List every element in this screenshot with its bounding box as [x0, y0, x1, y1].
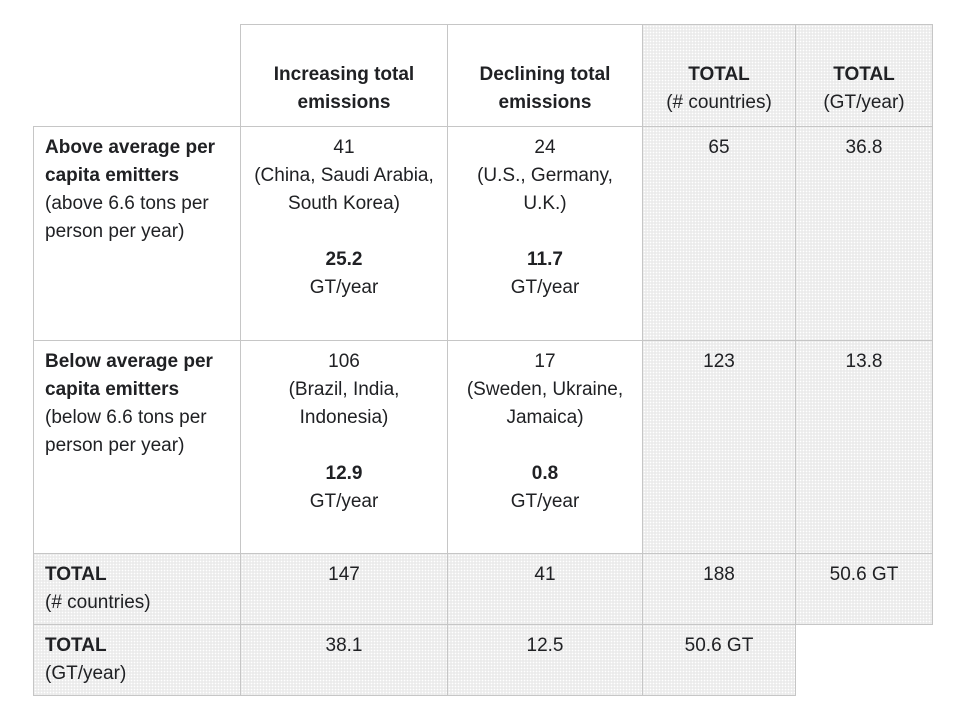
example-countries: (Sweden, Ukraine, Jamaica): [466, 379, 624, 428]
bottom-right-empty: [795, 624, 933, 696]
row-below-label: Below average per capita emitters (below…: [33, 340, 241, 554]
count-value: 17: [534, 351, 556, 372]
header-total-countries-sub: (# countries): [666, 92, 772, 113]
cell-above-total-countries: 65: [642, 126, 796, 341]
row-above-average: Above average per capita emitters (above…: [33, 126, 933, 341]
cell-below-declining: 17 (Sweden, Ukraine, Jamaica) 0.8 GT/yea…: [447, 340, 643, 554]
gt-unit: GT/year: [510, 277, 580, 298]
example-countries: (U.S., Germany, U.K.): [477, 165, 613, 214]
header-total-countries-main: TOTAL: [688, 64, 750, 85]
row-total-countries-label: TOTAL (# countries): [33, 553, 241, 625]
header-total-gt-main: TOTAL: [833, 64, 895, 85]
row-total-countries: TOTAL (# countries) 147 41 188 50.6 GT: [33, 553, 933, 625]
cell-totalrow-total-gt: 50.6 GT: [795, 553, 933, 625]
example-countries: (China, Saudi Arabia, South Korea): [254, 165, 434, 214]
cell-totalrow-increasing: 147: [240, 553, 448, 625]
blank-line: [459, 218, 631, 246]
row-total-gt: TOTAL (GT/year) 38.1 12.5 50.6 GT: [33, 624, 933, 696]
count-value: 106: [328, 351, 360, 372]
blank-line: [252, 218, 436, 246]
cell-above-declining: 24 (U.S., Germany, U.K.) 11.7 GT/year: [447, 126, 643, 341]
cell-above-total-gt: 36.8: [795, 126, 933, 341]
gt-value: 12.9: [325, 463, 363, 484]
cell-gtrow-increasing: 38.1: [240, 624, 448, 696]
cell-below-total-countries: 123: [642, 340, 796, 554]
header-total-countries: TOTAL (# countries): [642, 24, 796, 127]
gt-value: 11.7: [527, 249, 563, 270]
cell-gtrow-total-countries: 50.6 GT: [642, 624, 796, 696]
header-row: Increasing total emissions Declining tot…: [33, 24, 933, 127]
cell-above-increasing: 41 (China, Saudi Arabia, South Korea) 25…: [240, 126, 448, 341]
gt-unit: GT/year: [309, 491, 379, 512]
header-total-gt-sub: (GT/year): [823, 92, 905, 113]
row-total-gt-label: TOTAL (GT/year): [33, 624, 241, 696]
cell-below-total-gt: 13.8: [795, 340, 933, 554]
cell-totalrow-total-countries: 188: [642, 553, 796, 625]
blank-line: [252, 432, 436, 460]
count-value: 41: [333, 137, 355, 158]
gt-unit: GT/year: [510, 491, 580, 512]
gt-value: 0.8: [531, 463, 559, 484]
blank-line: [459, 432, 631, 460]
row-below-average: Below average per capita emitters (below…: [33, 340, 933, 554]
header-corner-empty: [33, 24, 241, 127]
cell-totalrow-declining: 41: [447, 553, 643, 625]
row-above-label: Above average per capita emitters (above…: [33, 126, 241, 341]
header-increasing: Increasing total emissions: [240, 24, 448, 127]
header-total-gt: TOTAL (GT/year): [795, 24, 933, 127]
cell-below-increasing: 106 (Brazil, India, Indonesia) 12.9 GT/y…: [240, 340, 448, 554]
cell-gtrow-declining: 12.5: [447, 624, 643, 696]
example-countries: (Brazil, India, Indonesia): [288, 379, 400, 428]
gt-unit: GT/year: [309, 277, 379, 298]
header-declining: Declining total emissions: [447, 24, 643, 127]
emissions-table: Increasing total emissions Declining tot…: [33, 24, 933, 696]
gt-value: 25.2: [325, 249, 363, 270]
count-value: 24: [534, 137, 556, 158]
